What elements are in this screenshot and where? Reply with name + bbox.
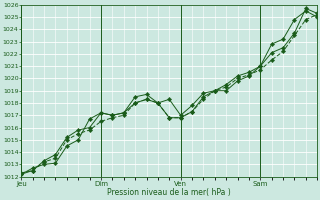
X-axis label: Pression niveau de la mer( hPa ): Pression niveau de la mer( hPa ): [108, 188, 231, 197]
